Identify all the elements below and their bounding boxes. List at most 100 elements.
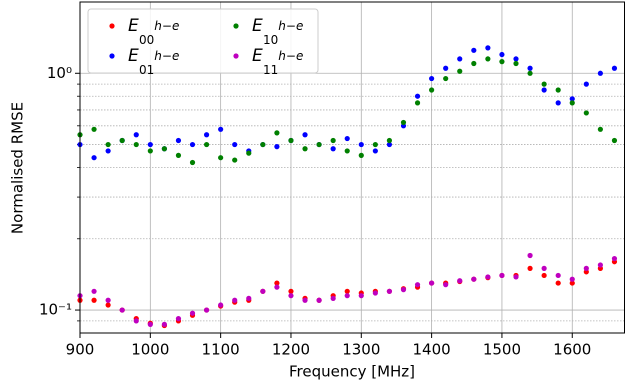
point (175, 152, 182, 158)
x-axis-label: Frequency [MHz] (289, 363, 415, 381)
point (105, 141, 111, 148)
point (569, 96, 575, 102)
point (386, 141, 393, 148)
y-tick-label: 10⁻¹ (39, 301, 72, 319)
point (485, 56, 491, 62)
point (274, 280, 280, 286)
point (429, 75, 435, 82)
point (386, 137, 393, 144)
point (91, 288, 97, 294)
point (513, 60, 519, 67)
x-tick-label: 1100 (202, 341, 240, 359)
legend-name: E (252, 46, 263, 66)
point (161, 146, 167, 152)
legend-label: E11h−e (252, 46, 303, 77)
point (597, 126, 603, 132)
point (527, 65, 533, 71)
point (358, 293, 364, 299)
legend-sub: 11 (263, 63, 278, 77)
point (513, 274, 519, 280)
point (147, 141, 153, 148)
point (583, 265, 589, 271)
point (527, 265, 533, 271)
point (457, 278, 463, 284)
point (189, 310, 196, 316)
point (232, 157, 238, 163)
x-tick-label: 1000 (131, 341, 169, 359)
point (203, 307, 210, 313)
point (555, 272, 561, 279)
point (232, 297, 238, 303)
x-tick-label: 900 (66, 341, 95, 359)
legend-marker (109, 53, 115, 59)
y-axis-label: Normalised RMSE (9, 102, 27, 234)
legend-sup: h−e (154, 49, 179, 63)
point (175, 137, 182, 144)
point (414, 282, 421, 288)
point (485, 45, 491, 51)
point (499, 272, 505, 279)
point (611, 65, 618, 71)
point (541, 265, 547, 271)
point (344, 288, 350, 294)
point (288, 137, 294, 144)
point (246, 150, 252, 156)
point (414, 93, 421, 99)
point (597, 262, 603, 268)
point (457, 56, 463, 62)
point (555, 87, 561, 93)
point (443, 75, 449, 82)
point (429, 87, 435, 93)
legend-sup: h−e (154, 19, 179, 33)
point (499, 51, 505, 58)
point (555, 100, 561, 106)
point (302, 297, 308, 303)
x-tick-label: 1600 (553, 341, 591, 359)
point (260, 288, 266, 294)
point (203, 141, 210, 148)
point (330, 295, 336, 302)
point (274, 284, 280, 290)
legend-marker (233, 53, 239, 59)
point (372, 290, 378, 296)
point (105, 148, 111, 154)
point (316, 141, 322, 148)
point (569, 280, 575, 286)
point (302, 146, 308, 152)
point (147, 321, 153, 327)
point (344, 148, 350, 154)
point (443, 282, 449, 288)
point (203, 132, 210, 138)
point (569, 276, 575, 282)
point (541, 87, 547, 93)
point (358, 141, 364, 148)
point (583, 81, 589, 87)
point (260, 141, 266, 148)
point (597, 70, 603, 76)
point (232, 141, 238, 148)
legend-marker (109, 23, 115, 29)
x-tick-label: 1400 (413, 341, 451, 359)
point (218, 126, 224, 132)
legend-name: E (128, 46, 139, 66)
point (372, 141, 378, 148)
legend-sup: h−e (278, 19, 303, 33)
point (499, 59, 505, 65)
point (189, 159, 196, 166)
point (344, 135, 350, 142)
legend-marker (233, 23, 239, 29)
point (91, 155, 97, 161)
point (611, 255, 618, 262)
point (316, 297, 322, 303)
point (105, 302, 111, 308)
legend-name: E (252, 16, 263, 36)
point (218, 155, 224, 161)
point (541, 81, 547, 87)
point (527, 70, 533, 76)
point (513, 56, 519, 62)
legend-label: E00h−e (128, 16, 179, 47)
x-tick-label: 1300 (342, 341, 380, 359)
point (189, 141, 196, 148)
x-tick-label: 1200 (272, 341, 310, 359)
